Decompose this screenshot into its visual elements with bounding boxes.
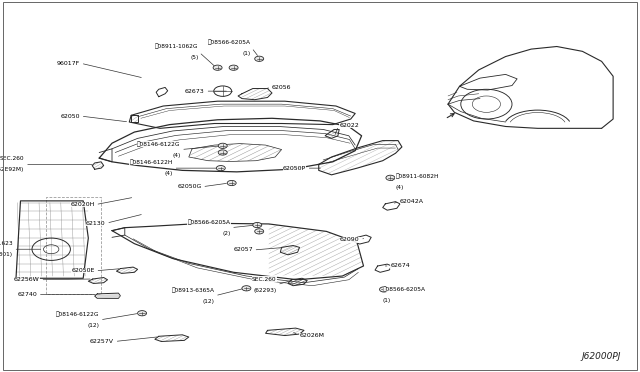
Text: 62020H: 62020H [70, 202, 95, 207]
Circle shape [229, 65, 238, 70]
Text: (62293): (62293) [253, 288, 276, 292]
Text: 08566-6205A: 08566-6205A [383, 286, 426, 292]
Text: 62042A: 62042A [400, 199, 424, 204]
Circle shape [380, 287, 388, 292]
Circle shape [138, 311, 147, 316]
Text: 62674: 62674 [390, 263, 410, 269]
Text: (4): (4) [172, 153, 180, 157]
Text: SEC.260: SEC.260 [252, 277, 276, 282]
Text: 62740: 62740 [17, 292, 37, 297]
Circle shape [218, 143, 227, 148]
Text: 62022: 62022 [339, 123, 359, 128]
Text: 62257V: 62257V [90, 339, 114, 344]
Text: (4): (4) [396, 185, 404, 190]
Text: 62026M: 62026M [300, 333, 324, 338]
Text: (12): (12) [202, 299, 214, 304]
Text: 08913-6365A: 08913-6365A [172, 287, 214, 293]
Text: 62673: 62673 [185, 89, 205, 94]
Text: 62056: 62056 [272, 85, 291, 90]
Text: (12): (12) [87, 323, 99, 328]
Circle shape [386, 175, 395, 180]
Circle shape [253, 222, 262, 228]
Text: (2): (2) [222, 231, 230, 235]
Circle shape [255, 229, 264, 234]
Text: 08911-1062G: 08911-1062G [155, 44, 198, 49]
Text: 62050E: 62050E [71, 268, 95, 273]
Text: (5): (5) [190, 55, 198, 60]
Text: SEC.260: SEC.260 [0, 157, 24, 161]
Text: 62130: 62130 [86, 221, 106, 226]
Text: (1): (1) [243, 51, 251, 55]
Circle shape [242, 286, 251, 291]
Circle shape [213, 65, 222, 70]
Text: 08566-6205A: 08566-6205A [188, 219, 230, 225]
Text: 62256W: 62256W [14, 277, 40, 282]
Text: (4): (4) [164, 171, 173, 176]
Text: SEC.623: SEC.623 [0, 241, 13, 246]
Circle shape [255, 56, 264, 61]
Text: 08146-6122G: 08146-6122G [137, 141, 180, 147]
Text: (62301): (62301) [0, 252, 13, 257]
Text: 08566-6205A: 08566-6205A [208, 39, 251, 45]
Text: 08911-6082H: 08911-6082H [396, 174, 439, 179]
Text: (1): (1) [383, 298, 391, 302]
Circle shape [227, 180, 236, 186]
Text: 62050P: 62050P [283, 166, 306, 171]
Text: (62E92M): (62E92M) [0, 167, 24, 172]
Text: 62090: 62090 [340, 237, 360, 243]
Polygon shape [97, 295, 119, 298]
Circle shape [216, 166, 225, 171]
Text: 96017F: 96017F [57, 61, 80, 66]
Text: 62057: 62057 [233, 247, 253, 253]
Text: J62000PJ: J62000PJ [581, 352, 621, 361]
Text: 08146-6122H: 08146-6122H [129, 160, 173, 165]
Text: 62050: 62050 [61, 113, 80, 119]
Text: 08146-6122G: 08146-6122G [56, 311, 99, 317]
Text: 62050G: 62050G [177, 184, 202, 189]
Circle shape [218, 150, 227, 155]
